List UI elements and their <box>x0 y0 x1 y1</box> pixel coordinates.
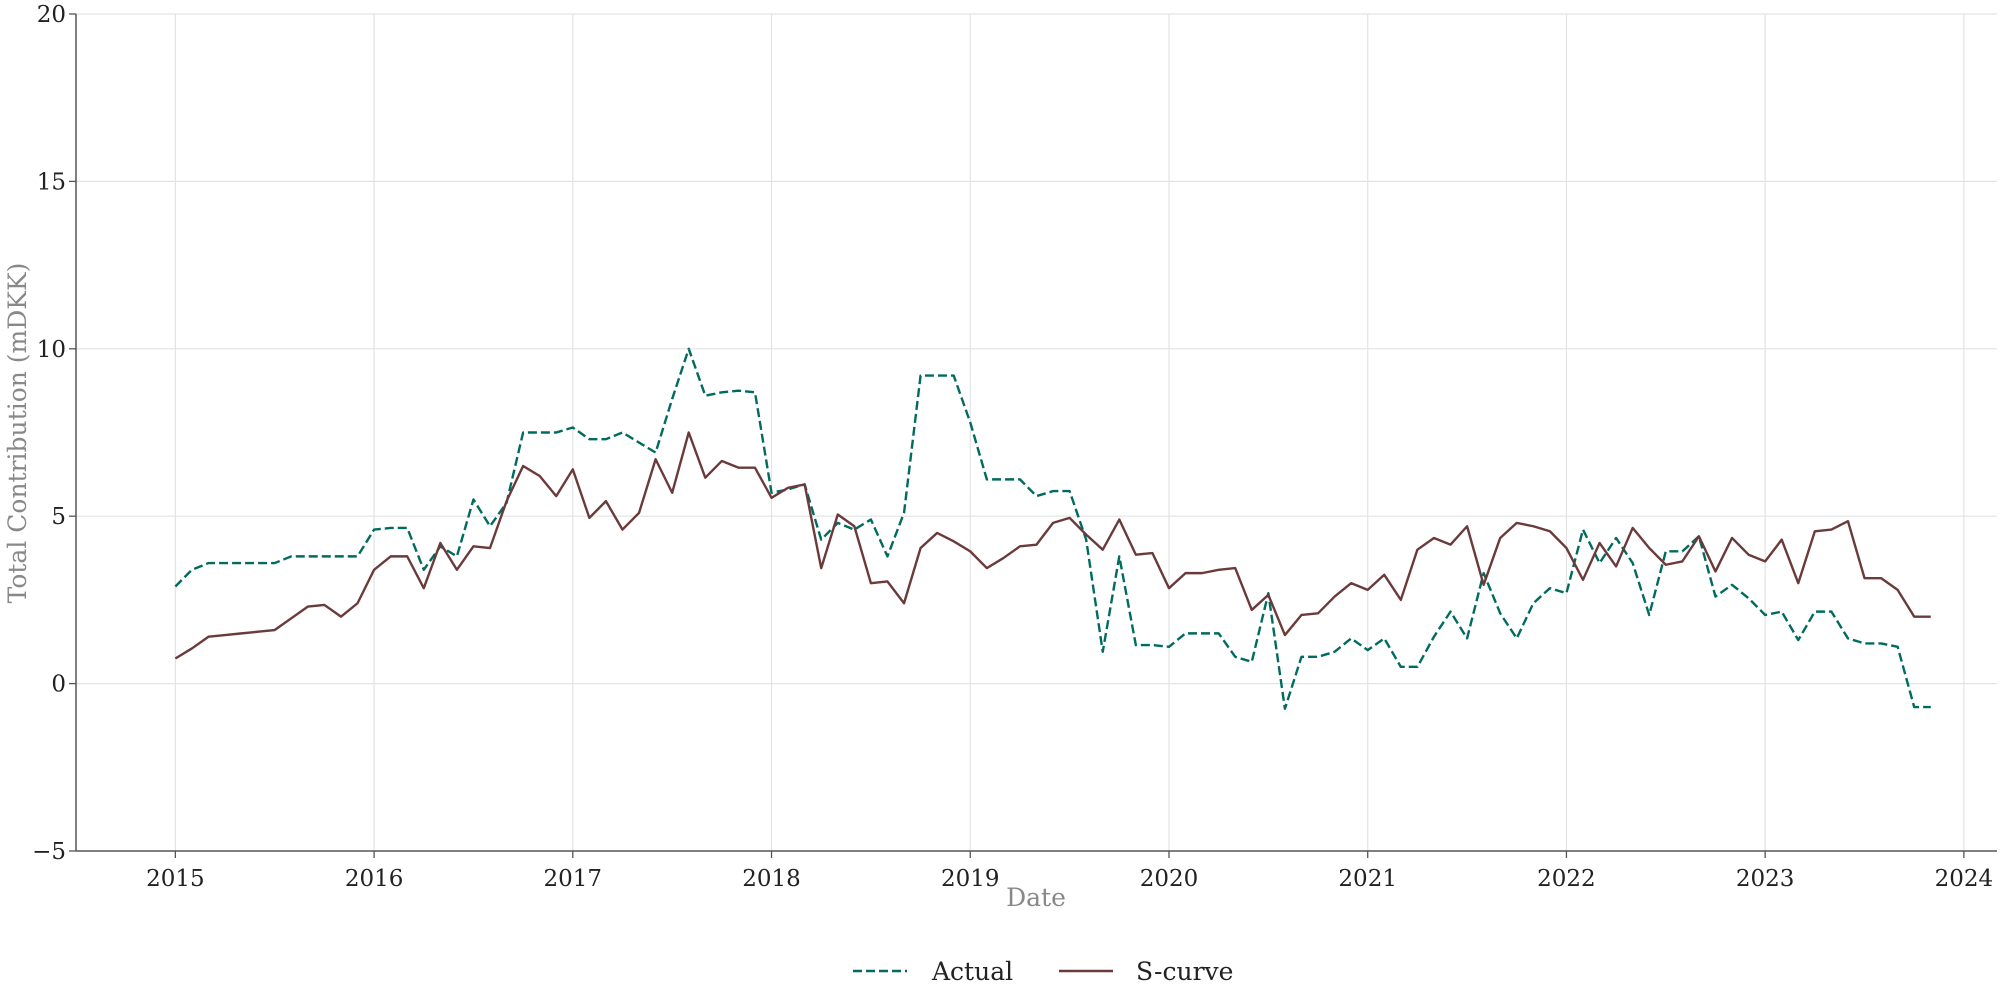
x-tick-label: 2020 <box>1140 866 1199 892</box>
y-tick-label: 5 <box>51 504 66 530</box>
y-tick-label: 15 <box>37 169 66 195</box>
axes <box>75 14 1997 852</box>
legend-label: Actual <box>931 957 1013 986</box>
y-axis-title: Total Contribution (mDKK) <box>3 263 32 604</box>
x-tick-label: 2023 <box>1736 866 1795 892</box>
y-tick-label: 0 <box>51 672 66 698</box>
legend: Actual S-curve <box>853 957 1233 986</box>
x-tick-label: 2018 <box>742 866 801 892</box>
grid <box>76 13 1997 851</box>
x-tick-label: 2019 <box>941 866 1000 892</box>
series-line-actual <box>174 347 1931 710</box>
y-tick-label: −5 <box>32 839 66 865</box>
series-lines <box>174 347 1931 710</box>
x-tick-label: 2024 <box>1935 866 1994 892</box>
x-axis-title: Date <box>1006 883 1066 912</box>
series-line-s-curve <box>174 431 1931 660</box>
x-tick-label: 2017 <box>544 866 603 892</box>
legend-label: S-curve <box>1136 957 1233 986</box>
x-tick-label: 2022 <box>1537 866 1596 892</box>
ticks: 2015 2016 2017 2018 2019 2020 2021 2022 2023 2024… <box>32 2 1993 892</box>
x-tick-label: 2016 <box>345 866 404 892</box>
x-tick-label: 2015 <box>146 866 205 892</box>
x-tick-label: 2021 <box>1338 866 1397 892</box>
y-tick-label: 20 <box>37 2 66 28</box>
y-tick-label: 10 <box>37 337 66 363</box>
